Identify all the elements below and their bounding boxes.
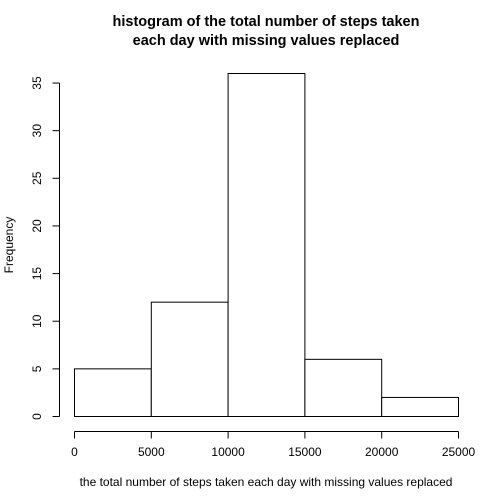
x-tick-label-4: 20000 [365, 445, 399, 459]
histogram-bar-2 [227, 73, 306, 417]
x-tick-label-0: 0 [71, 445, 78, 459]
x-tick-label-2: 10000 [211, 445, 245, 459]
y-tick-label-0: 0 [30, 413, 44, 420]
y-axis-label: Frequency [2, 217, 16, 274]
chart-title-line-1: histogram of the total number of steps t… [113, 14, 420, 30]
chart-title-line-2: each day with missing values replaced [133, 33, 400, 49]
histogram-bar-3 [304, 358, 383, 418]
x-axis: 0 5000 10000 15000 20000 25000 [71, 431, 476, 459]
histogram-bar-0 [74, 368, 152, 418]
y-tick-label-7: 35 [30, 76, 44, 90]
histogram-bar-1 [150, 301, 229, 417]
x-tick-label-3: 15000 [288, 445, 322, 459]
x-tick-label-1: 5000 [138, 445, 165, 459]
y-tick-label-2: 10 [30, 314, 44, 328]
histogram-bar-4 [381, 396, 460, 418]
x-tick-label-5: 25000 [442, 445, 476, 459]
y-tick-label-4: 20 [30, 219, 44, 233]
y-tick-label-6: 30 [30, 124, 44, 138]
y-tick-label-3: 15 [30, 267, 44, 281]
y-tick-label-5: 25 [30, 171, 44, 185]
x-axis-label: the total number of steps taken each day… [80, 475, 453, 489]
bars-group [74, 73, 460, 418]
y-axis: 0 5 10 15 20 25 30 35 [30, 76, 60, 420]
y-tick-label-1: 5 [30, 365, 44, 372]
